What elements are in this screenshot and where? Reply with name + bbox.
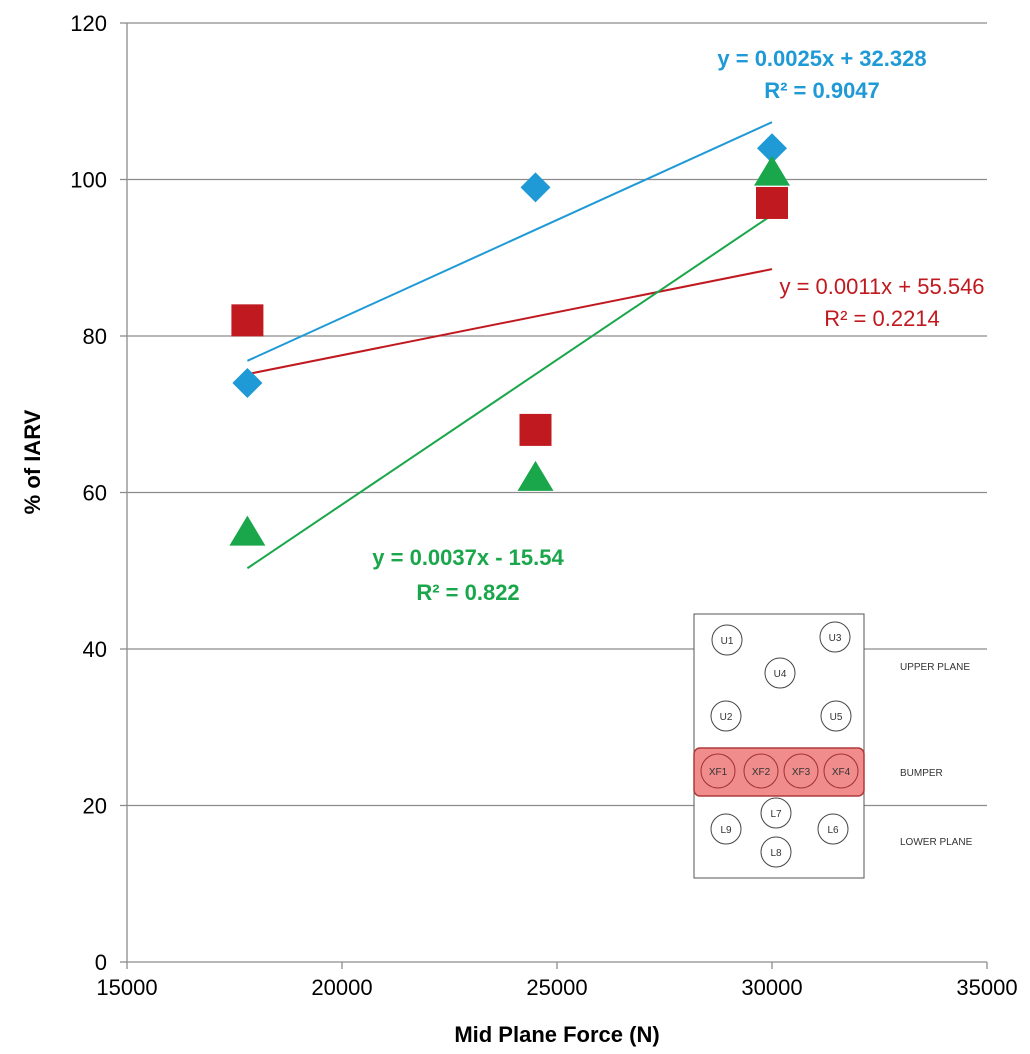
diamond-point-0-2 xyxy=(757,133,787,164)
sensor-u5: U5 xyxy=(820,700,852,732)
lower-plane-label: LOWER PLANE xyxy=(900,837,973,848)
trendlines xyxy=(246,121,773,570)
bumper-label: BUMPER xyxy=(900,768,943,779)
y-tick-label: 100 xyxy=(70,168,107,193)
x-tick-label: 35000 xyxy=(956,975,1017,1000)
sensor-l9: L9 xyxy=(710,813,742,845)
svg-text:XF1: XF1 xyxy=(709,767,728,778)
trendline-series-1 xyxy=(247,268,773,376)
sensor-l6: L6 xyxy=(817,813,849,845)
sensor-xf3: XF3 xyxy=(783,753,819,789)
sensor-u3: U3 xyxy=(819,621,851,653)
bumper-band xyxy=(693,747,865,797)
svg-text:U4: U4 xyxy=(774,669,787,680)
svg-text:L8: L8 xyxy=(770,848,782,859)
x-tick-labels: 15000 20000 25000 30000 35000 xyxy=(96,962,1018,1000)
sensor-l7: L7 xyxy=(760,797,792,829)
equation-blue: y = 0.0025x + 32.328 xyxy=(717,46,926,71)
square-point-1-2 xyxy=(756,186,788,219)
y-tick-label: 60 xyxy=(83,481,107,506)
data-markers xyxy=(229,133,790,546)
x-tick-label: 20000 xyxy=(311,975,372,1000)
triangle-point-2-0 xyxy=(229,515,266,546)
upper-plane-label: UPPER PLANE xyxy=(900,662,970,673)
sensor-xf1: XF1 xyxy=(700,753,736,789)
y-tick-label: 120 xyxy=(70,11,107,36)
sensor-layout-inset: U1 U3 U4 U2 U5 XF1 XF2 XF3 XF4 L7 L9 L6 … xyxy=(693,613,973,879)
r2-green: R² = 0.822 xyxy=(416,580,519,605)
sensor-xf2: XF2 xyxy=(743,753,779,789)
y-tick-label: 20 xyxy=(83,794,107,819)
square-point-1-1 xyxy=(519,413,552,446)
inset-frame xyxy=(693,613,865,879)
sensor-u4: U4 xyxy=(764,657,796,689)
trendline-series-0 xyxy=(246,121,773,362)
equation-red: y = 0.0011x + 55.546 xyxy=(779,274,984,299)
diamond-point-0-1 xyxy=(520,172,551,203)
x-tick-label: 30000 xyxy=(741,975,802,1000)
equation-green: y = 0.0037x - 15.54 xyxy=(372,545,564,570)
equation-label-green: y = 0.0037x - 15.54 R² = 0.822 xyxy=(372,545,564,605)
y-axis-title: % of IARV xyxy=(20,409,45,514)
svg-text:XF2: XF2 xyxy=(752,767,771,778)
x-tick-label: 25000 xyxy=(526,975,587,1000)
x-tick-label: 15000 xyxy=(96,975,157,1000)
sensor-l8: L8 xyxy=(760,836,792,868)
equation-label-blue: y = 0.0025x + 32.328 R² = 0.9047 xyxy=(717,46,926,103)
y-tick-labels: 0 20 40 60 80 100 120 xyxy=(70,11,127,975)
svg-text:U1: U1 xyxy=(721,636,734,647)
svg-text:XF3: XF3 xyxy=(792,767,811,778)
svg-text:XF4: XF4 xyxy=(832,767,851,778)
svg-text:U2: U2 xyxy=(720,712,733,723)
x-axis-title: Mid Plane Force (N) xyxy=(454,1022,659,1047)
svg-text:U3: U3 xyxy=(829,633,842,644)
sensor-u1: U1 xyxy=(711,624,743,656)
svg-text:L9: L9 xyxy=(720,825,732,836)
square-point-1-0 xyxy=(231,304,264,337)
svg-text:L6: L6 xyxy=(827,825,839,836)
equation-label-red: y = 0.0011x + 55.546 R² = 0.2214 xyxy=(779,274,984,331)
triangle-point-2-1 xyxy=(517,460,554,491)
sensor-xf4: XF4 xyxy=(823,753,859,789)
r2-red: R² = 0.2214 xyxy=(824,306,940,331)
y-tick-label: 0 xyxy=(95,950,107,975)
y-tick-label: 80 xyxy=(83,324,107,349)
svg-text:U5: U5 xyxy=(830,712,843,723)
y-tick-label: 40 xyxy=(83,637,107,662)
svg-text:L7: L7 xyxy=(770,809,782,820)
diamond-point-0-0 xyxy=(232,367,263,398)
triangle-point-2-2 xyxy=(754,155,790,186)
r2-blue: R² = 0.9047 xyxy=(764,78,880,103)
trendline-series-2 xyxy=(246,214,773,570)
sensor-u2: U2 xyxy=(710,700,742,732)
